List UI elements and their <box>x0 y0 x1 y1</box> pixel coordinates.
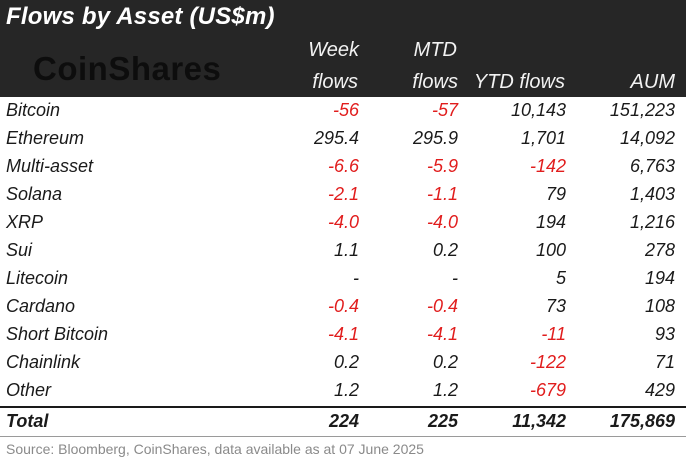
table-body: Bitcoin -56 -57 10,143 151,223 Ethereum 295.4 2… <box>0 97 686 405</box>
source-note: Source: Bloomberg, CoinShares, data avai… <box>6 441 424 457</box>
aum-value: 429 <box>644 380 675 400</box>
total-week: 224 <box>328 411 359 431</box>
table-row: Sui 1.1 0.2 100 278 <box>0 237 686 265</box>
total-row: Total 224 225 11,342 175,869 <box>0 409 686 437</box>
ytd-flow: -11 <box>541 324 566 344</box>
aum-value: 71 <box>654 352 675 372</box>
ytd-flow: 1,701 <box>520 128 566 148</box>
asset-name: Sui <box>6 240 33 260</box>
ytd-flow: 73 <box>545 296 566 316</box>
table-row: Multi-asset -6.6 -5.9 -142 6,763 <box>0 153 686 181</box>
mtd-flow: -57 <box>431 100 458 120</box>
week-flow: 0.2 <box>333 352 359 372</box>
ytd-flow: 79 <box>545 184 566 204</box>
total-divider <box>0 406 686 408</box>
table-row: Cardano -0.4 -0.4 73 108 <box>0 293 686 321</box>
aum-value: 1,403 <box>629 184 675 204</box>
asset-name: Chainlink <box>6 352 81 372</box>
ytd-flow: 5 <box>555 268 566 288</box>
week-flow: 1.2 <box>333 380 359 400</box>
aum-value: 1,216 <box>629 212 675 232</box>
mtd-flow: -5.9 <box>426 156 458 176</box>
week-flow: 295.4 <box>313 128 359 148</box>
asset-name: Solana <box>6 184 63 204</box>
mtd-flow: - <box>452 268 458 288</box>
asset-name: XRP <box>6 212 44 232</box>
header-mtd-line2: flows <box>412 71 458 93</box>
asset-name: Other <box>6 380 52 400</box>
header-week-line1: Week <box>308 39 359 61</box>
table-title: Flows by Asset (US$m) <box>6 3 275 30</box>
table-row: Short Bitcoin -4.1 -4.1 -11 93 <box>0 321 686 349</box>
aum-value: 108 <box>644 296 675 316</box>
asset-name: Multi-asset <box>6 156 94 176</box>
header-ytd: YTD flows <box>473 71 565 93</box>
table-row: XRP -4.0 -4.0 194 1,216 <box>0 209 686 237</box>
total-label: Total <box>6 411 49 431</box>
week-flow: -2.1 <box>327 184 359 204</box>
aum-value: 6,763 <box>629 156 675 176</box>
week-flow: -56 <box>332 100 359 120</box>
week-flow: -6.6 <box>327 156 359 176</box>
ytd-flow: 10,143 <box>510 100 566 120</box>
ytd-flow: -142 <box>529 156 566 176</box>
week-flow: -0.4 <box>327 296 359 316</box>
ytd-flow: -122 <box>529 352 566 372</box>
ytd-flow: 194 <box>535 212 566 232</box>
table-row: Ethereum 295.4 295.9 1,701 14,092 <box>0 125 686 153</box>
mtd-flow: -4.0 <box>426 212 458 232</box>
mtd-flow: 0.2 <box>432 240 458 260</box>
aum-value: 278 <box>644 240 675 260</box>
week-flow: 1.1 <box>333 240 359 260</box>
asset-name: Litecoin <box>6 268 69 288</box>
week-flow: -4.1 <box>327 324 359 344</box>
asset-name: Ethereum <box>6 128 85 148</box>
ytd-flow: 100 <box>535 240 566 260</box>
aum-value: 194 <box>644 268 675 288</box>
total-mtd: 225 <box>427 411 458 431</box>
total-ytd: 11,342 <box>512 411 566 431</box>
table-row: Bitcoin -56 -57 10,143 151,223 <box>0 97 686 125</box>
coinshares-logo: CoinShares <box>33 50 222 87</box>
mtd-flow: -1.1 <box>426 184 458 204</box>
mtd-flow: 295.9 <box>412 128 458 148</box>
mtd-flow: 1.2 <box>432 380 458 400</box>
header-week-line2: flows <box>312 71 358 93</box>
table-row: Other 1.2 1.2 -679 429 <box>0 377 686 405</box>
mtd-flow: -0.4 <box>426 296 458 316</box>
asset-name: Bitcoin <box>6 100 61 120</box>
aum-value: 14,092 <box>619 128 675 148</box>
bottom-divider <box>0 436 686 437</box>
week-flow: -4.0 <box>327 212 359 232</box>
mtd-flow: 0.2 <box>432 352 458 372</box>
table-row: Solana -2.1 -1.1 79 1,403 <box>0 181 686 209</box>
header-mtd-line1: MTD <box>413 39 457 61</box>
ytd-flow: -679 <box>529 380 566 400</box>
header-aum: AUM <box>630 71 675 93</box>
table-header: Flows by Asset (US$m) CoinShares Week fl… <box>0 0 686 97</box>
week-flow: - <box>353 268 359 288</box>
total-aum: 175,869 <box>609 411 675 431</box>
table-row: Litecoin - - 5 194 <box>0 265 686 293</box>
aum-value: 93 <box>654 324 675 344</box>
mtd-flow: -4.1 <box>426 324 458 344</box>
table-row: Chainlink 0.2 0.2 -122 71 <box>0 349 686 377</box>
aum-value: 151,223 <box>609 100 675 120</box>
asset-name: Cardano <box>6 296 76 316</box>
asset-name: Short Bitcoin <box>6 324 109 344</box>
